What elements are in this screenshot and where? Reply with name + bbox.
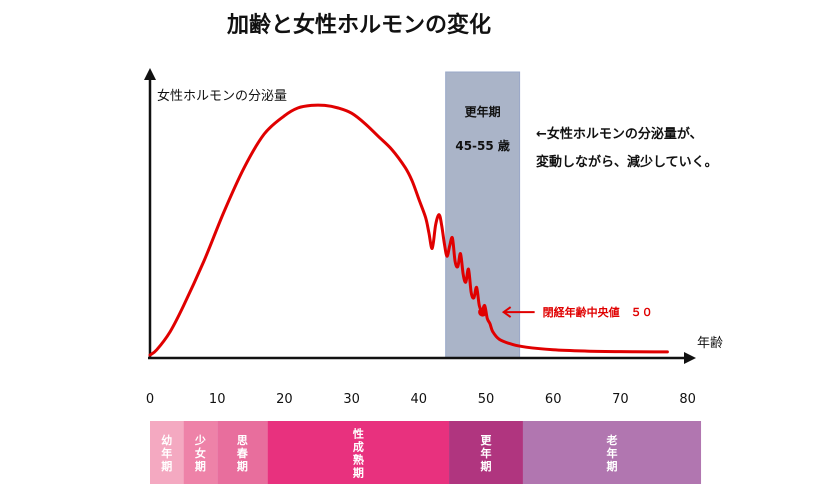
- life-stage-label: 女: [195, 446, 206, 460]
- chart-title: 加齢と女性ホルモンの変化: [226, 12, 491, 38]
- life-stage-label: 年: [481, 446, 492, 460]
- life-stage-label: 老: [606, 433, 618, 447]
- life-stage-label: 期: [161, 459, 172, 473]
- annotation-line-2: 変動しながら、減少していく。: [536, 154, 718, 170]
- menopause-median-point: [478, 307, 488, 317]
- life-stage-label: 期: [481, 459, 492, 473]
- life-stage-label: 成: [353, 440, 364, 454]
- life-stage-label: 期: [195, 459, 206, 473]
- x-tick-label: 70: [612, 392, 629, 407]
- menopause-band-label: 更年期: [465, 104, 501, 119]
- life-stage-block: [449, 421, 523, 484]
- x-tick-label: 10: [209, 392, 226, 407]
- y-axis-label: 女性ホルモンの分泌量: [157, 88, 287, 104]
- life-stage-label: 春: [237, 446, 249, 460]
- menopause-band-range: 45-55 歳: [455, 138, 510, 153]
- annotation-line-1: ←女性ホルモンの分泌量が、: [536, 126, 703, 142]
- y-axis-arrow: [144, 68, 156, 80]
- x-tick-label: 60: [545, 392, 562, 407]
- life-stage-label: 期: [607, 459, 618, 473]
- life-stage-label: 期: [237, 459, 248, 473]
- life-stage-label: 少: [194, 433, 206, 447]
- life-stage-block: [522, 421, 702, 484]
- x-axis-label: 年齢: [697, 336, 723, 351]
- life-stage-block: [150, 421, 184, 484]
- life-stage-label: 思: [237, 434, 248, 447]
- life-stage-block: [183, 421, 218, 484]
- life-stage-label: 幼: [161, 433, 172, 447]
- marker-arrow-head: [501, 306, 512, 318]
- life-stage-block: [267, 421, 450, 484]
- life-stage-label: 更: [481, 434, 493, 447]
- x-axis-arrow: [684, 352, 696, 364]
- x-tick-label: 30: [343, 392, 360, 407]
- x-tick-label: 80: [679, 392, 696, 407]
- hormone-curve-0: [148, 103, 669, 357]
- x-tick-label: 50: [478, 392, 495, 407]
- x-tick-label: 40: [411, 392, 428, 407]
- life-stage-label: 年: [607, 446, 618, 460]
- life-stage-label: 熟: [353, 453, 364, 467]
- x-tick-label: 20: [276, 392, 293, 407]
- x-tick-label: 0: [146, 392, 154, 407]
- life-stage-label: 年: [161, 446, 172, 460]
- marker-label: 閉経年齢中央値 ５０: [543, 305, 653, 319]
- life-stage-label: 性: [353, 427, 364, 441]
- life-stage-label: 期: [353, 466, 364, 480]
- life-stage-block: [217, 421, 268, 484]
